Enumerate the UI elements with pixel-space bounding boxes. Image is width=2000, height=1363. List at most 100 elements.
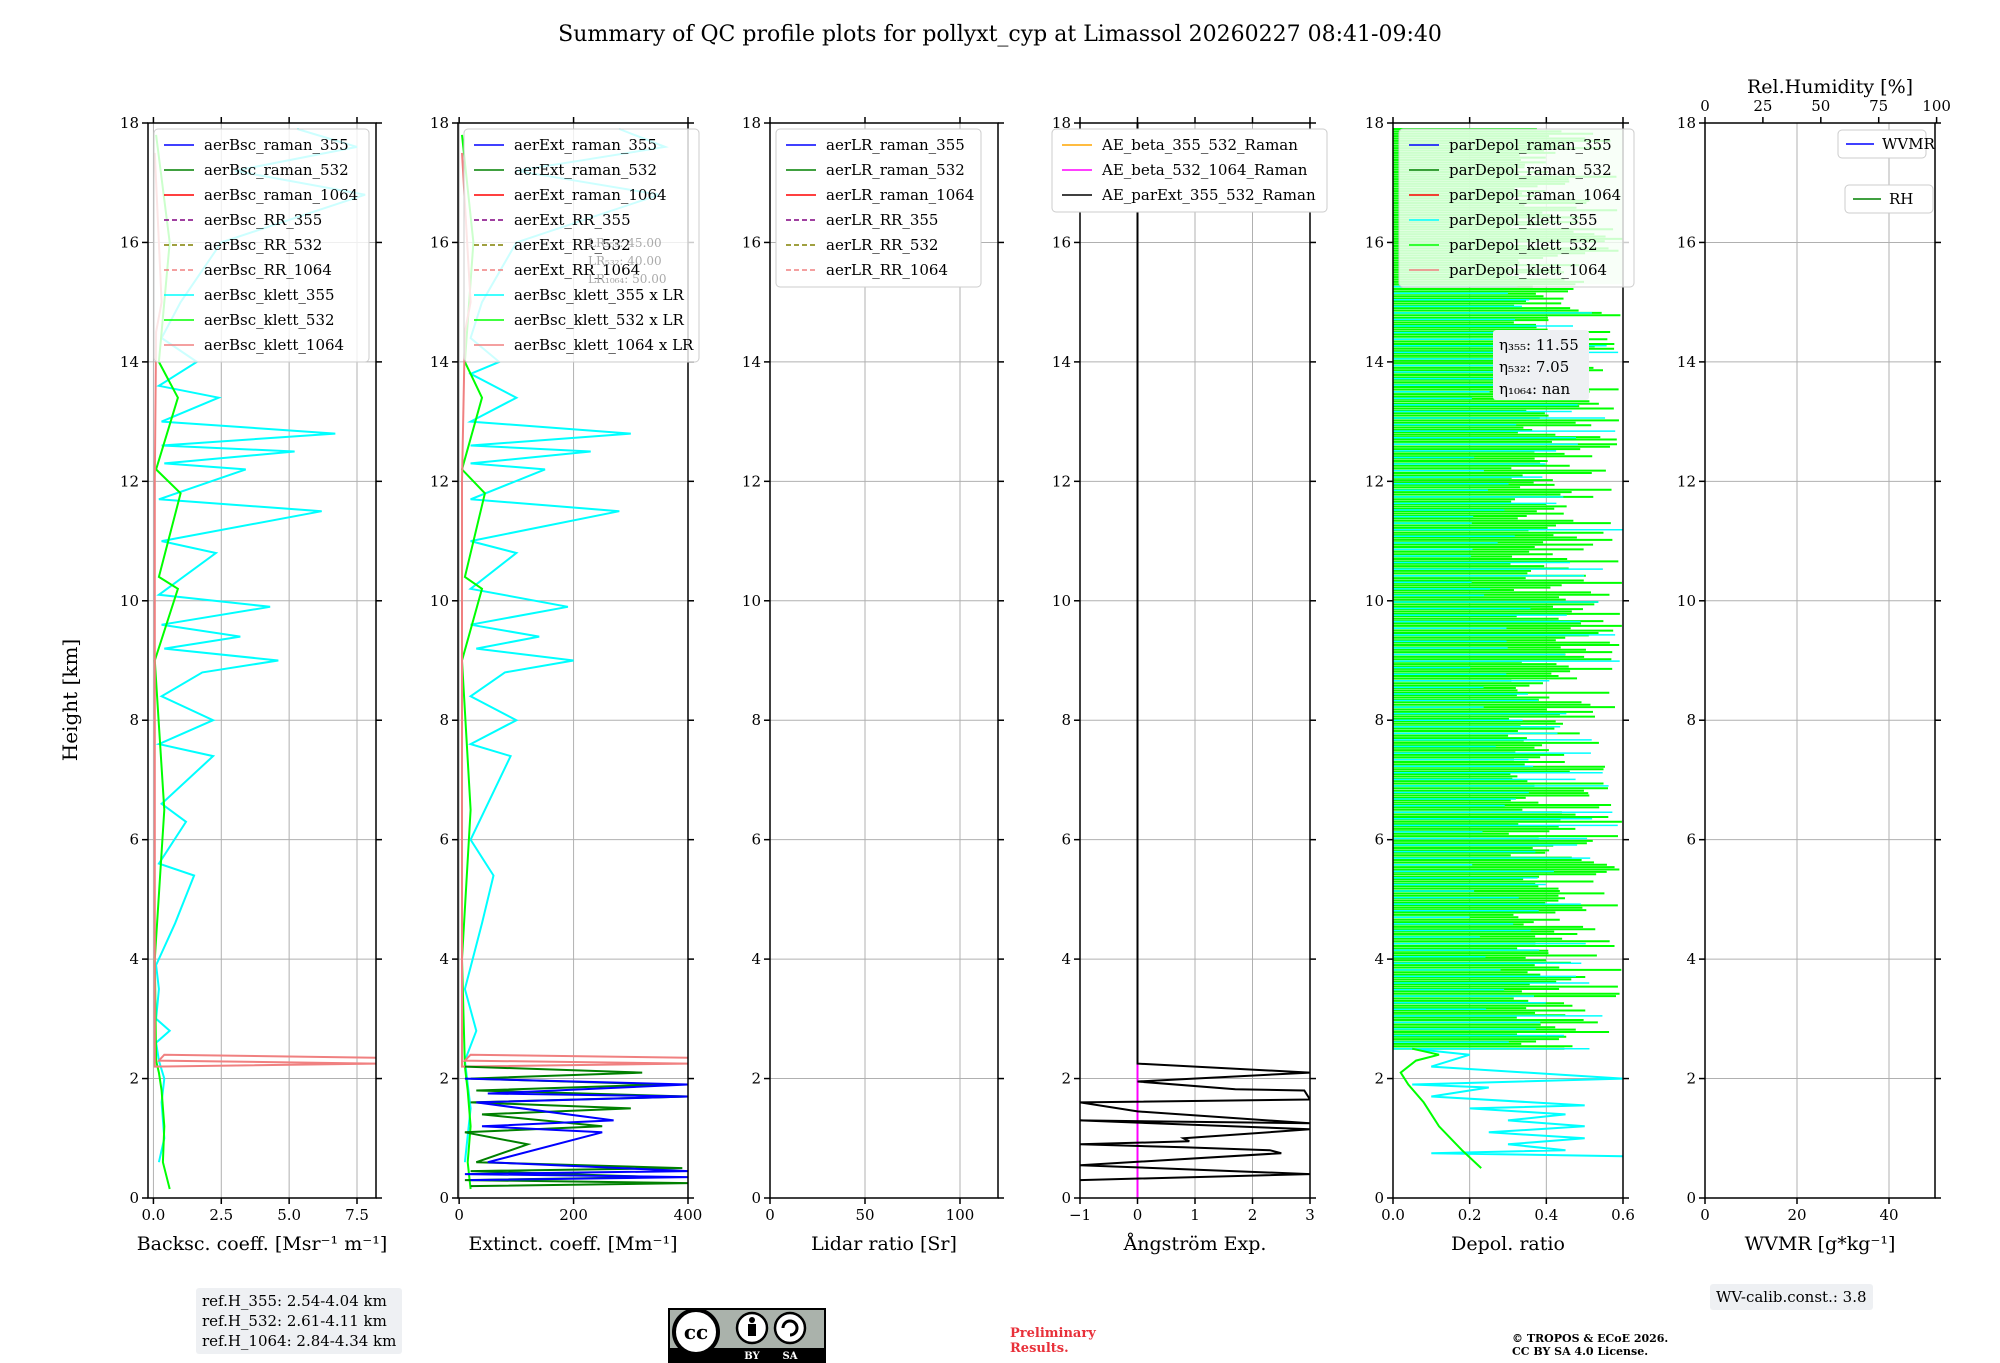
series-pardepol-klett-355 [1412,1047,1623,1158]
x-tick-label: 7.5 [345,1206,369,1224]
x-tick-label: 0 [765,1206,775,1224]
rh-tick-label: 50 [1811,97,1830,115]
y-tick-label: 6 [1061,831,1071,849]
preliminary-line-2: Results. [1010,1341,1069,1356]
ref-height-1064: ref.H_1064: 2.84-4.34 km [202,1332,397,1350]
cc-license-badge: cc BY SA [668,1308,826,1363]
x-tick-label: 2 [1248,1206,1258,1224]
x-axis-label: WVMR [g*kg⁻¹] [1745,1233,1896,1255]
y-tick-label: 8 [751,711,761,729]
x-axis-label: Depol. ratio [1451,1233,1565,1255]
y-tick-label: 18 [430,114,449,132]
y-tick-label: 12 [742,472,761,490]
y-tick-label: 8 [1061,711,1071,729]
y-tick-label: 14 [1052,353,1071,371]
copyright-line-1: © TROPOS & ECoE 2026. [1512,1332,1669,1345]
y-tick-label: 2 [1061,1070,1071,1088]
x-axis-label: Ångström Exp. [1123,1233,1267,1255]
eta-label: η₁₀₆₄: nan [1499,380,1570,398]
legend-label: aerBsc_klett_1064 [204,336,344,354]
y-tick-label: 8 [1686,711,1696,729]
series-ae-parext-355-532-raman [1080,123,1310,1182]
legend-box [1844,184,1934,214]
y-tick-label: 4 [1374,950,1384,968]
legend-label: aerBsc_raman_532 [204,161,349,179]
y-tick-label: 14 [1677,353,1696,371]
legend-label: aerLR_RR_1064 [826,261,948,279]
cc-text: cc [684,1320,708,1344]
legend-label: aerLR_raman_1064 [826,186,974,204]
y-tick-label: 4 [129,950,139,968]
axes-frame [147,122,377,1199]
legend-label: RH [1889,190,1913,208]
legend-label: aerExt_raman_1064 [514,186,667,204]
ref-height-532: ref.H_532: 2.61-4.11 km [202,1312,387,1330]
y-tick-label: 14 [742,353,761,371]
y-tick-label: 10 [1365,592,1384,610]
reference-height-box: ref.H_355: 2.54-4.04 km ref.H_532: 2.61-… [196,1288,403,1354]
y-tick-label: 8 [439,711,449,729]
legend-label: aerBsc_RR_1064 [204,261,332,279]
y-tick-label: 2 [1686,1070,1696,1088]
axes-frame [769,122,999,1199]
y-tick-label: 14 [1365,353,1384,371]
y-tick-label: 2 [439,1070,449,1088]
x-tick-label: −1 [1069,1206,1091,1224]
preliminary-line-1: Preliminary [1010,1326,1096,1341]
y-tick-label: 4 [1686,950,1696,968]
x-tick-label: 1 [1190,1206,1200,1224]
panel-bsc: 0.0 2.5 5.0 7.5 0 2 4 6 8 10 12 14 16 18 Backsc. coeff… [120,114,387,1255]
legend-label: AE_beta_532_1064_Raman [1101,161,1308,179]
y-tick-label: 16 [1052,233,1071,251]
y-tick-label: 18 [1365,114,1384,132]
y-tick-label: 2 [1374,1070,1384,1088]
legend-depol: parDepol_raman_355 parDepol_raman_532 parD… [1398,128,1635,288]
legend-label: WVMR [1882,135,1936,153]
legend-label: aerExt_RR_532 [514,236,631,254]
cc-by-text: BY [744,1351,760,1362]
legend-label: aerLR_RR_532 [826,236,938,254]
legend-label: aerBsc_klett_532 x LR [514,311,685,329]
x-tick-label: 50 [855,1206,874,1224]
y-tick-label: 8 [1374,711,1384,729]
y-tick-label: 18 [742,114,761,132]
rh-tick-label: 75 [1869,97,1888,115]
x-tick-label: 0 [454,1206,464,1224]
legend-label: aerBsc_RR_532 [204,236,322,254]
y-tick-label: 6 [129,831,139,849]
panel-lr: 0 50 100 0 2 4 6 8 10 12 14 16 18 Lidar ratio [Sr] aer… [742,114,1004,1255]
y-tick-label: 0 [751,1189,761,1207]
legend-label: parDepol_klett_532 [1449,236,1598,254]
ref-height-355: ref.H_355: 2.54-4.04 km [202,1292,387,1310]
y-tick-label: 2 [751,1070,761,1088]
y-tick-label: 16 [120,233,139,251]
legend-label: parDepol_klett_1064 [1449,261,1607,279]
legend-label: aerLR_raman_355 [826,136,965,154]
x-tick-label: 0 [1700,1206,1710,1224]
y-tick-label: 16 [742,233,761,251]
y-tick-label: 4 [751,950,761,968]
rh-tick-label: 0 [1700,97,1710,115]
x-axis-label: Lidar ratio [Sr] [811,1233,957,1255]
y-tick-label: 10 [1677,592,1696,610]
legend-box [463,128,700,363]
rh-tick-label: 25 [1753,97,1772,115]
axes-frame [1704,122,1936,1199]
y-tick-label: 0 [1686,1189,1696,1207]
y-tick-label: 6 [1686,831,1696,849]
legend-label: aerLR_raman_532 [826,161,965,179]
axes-frame [1392,122,1624,1199]
y-tick-label: 8 [129,711,139,729]
y-tick-label: 6 [751,831,761,849]
y-tick-label: 0 [129,1189,139,1207]
rh-tick-label: 100 [1922,97,1951,115]
x-tick-label: 0.6 [1611,1206,1635,1224]
y-tick-label: 12 [1677,472,1696,490]
figure-title: Summary of QC profile plots for pollyxt_… [558,22,1442,47]
legend-wv: WVMR RH [1837,129,1936,214]
legend-label: aerExt_RR_1064 [514,261,640,279]
legend-label: aerExt_raman_355 [514,136,657,154]
y-tick-label: 10 [1052,592,1071,610]
